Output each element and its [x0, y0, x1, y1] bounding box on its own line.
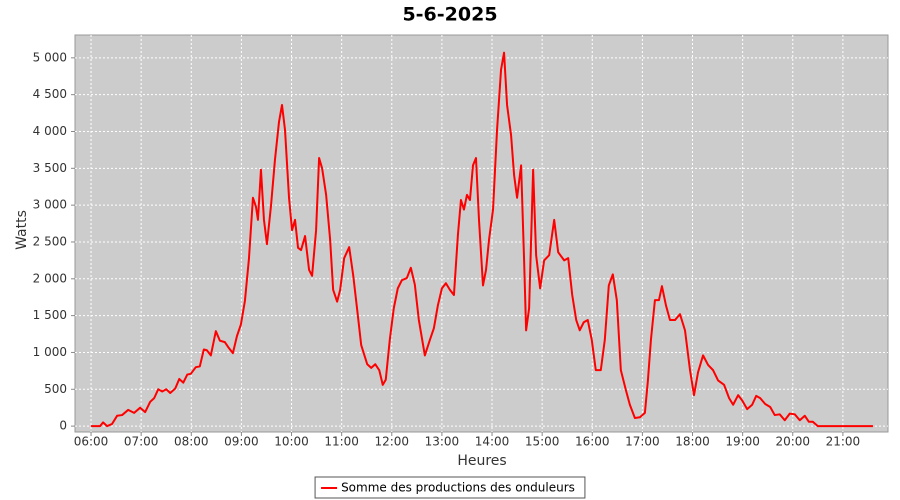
data-line [91, 51, 873, 428]
y-axis-label: Watts [14, 210, 30, 250]
y-tick-label: 3 500 [33, 161, 67, 175]
x-tick-label: 13:00 [425, 435, 460, 449]
x-tick-label: 17:00 [625, 435, 660, 449]
y-tick-label: 2 000 [33, 271, 67, 285]
x-tick-label: 11:00 [324, 435, 359, 449]
x-tick-label: 07:00 [124, 435, 159, 449]
y-tick-label: 0 [59, 419, 67, 433]
x-tick-label: 08:00 [174, 435, 209, 449]
x-tick-label: 20:00 [775, 435, 810, 449]
y-tick-label: 500 [44, 382, 67, 396]
x-axis-label: Heures [457, 453, 506, 469]
x-tick-label: 09:00 [224, 435, 259, 449]
legend-box [314, 476, 586, 499]
x-tick-label: 19:00 [725, 435, 760, 449]
x-tick-label: 10:00 [274, 435, 309, 449]
x-tick-label: 21:00 [826, 435, 861, 449]
x-tick-label: 06:00 [74, 435, 109, 449]
x-tick-label: 16:00 [575, 435, 610, 449]
y-tick-label: 5 000 [33, 50, 67, 64]
y-tick-label: 3 000 [33, 198, 67, 212]
y-tick-label: 1 000 [33, 345, 67, 359]
x-tick-label: 12:00 [374, 435, 409, 449]
plot-area [74, 34, 889, 433]
x-tick-label: 15:00 [525, 435, 560, 449]
x-tick-label: 14:00 [475, 435, 510, 449]
y-tick-label: 4 500 [33, 87, 67, 101]
chart-title: 5-6-2025 [402, 4, 497, 26]
y-tick-label: 1 500 [33, 308, 67, 322]
legend: Somme des productions des onduleurs [314, 476, 586, 499]
y-tick-label: 4 000 [33, 124, 67, 138]
legend-label: Somme des productions des onduleurs [341, 481, 575, 495]
y-tick-label: 2 500 [33, 234, 67, 248]
x-tick-label: 18:00 [675, 435, 710, 449]
